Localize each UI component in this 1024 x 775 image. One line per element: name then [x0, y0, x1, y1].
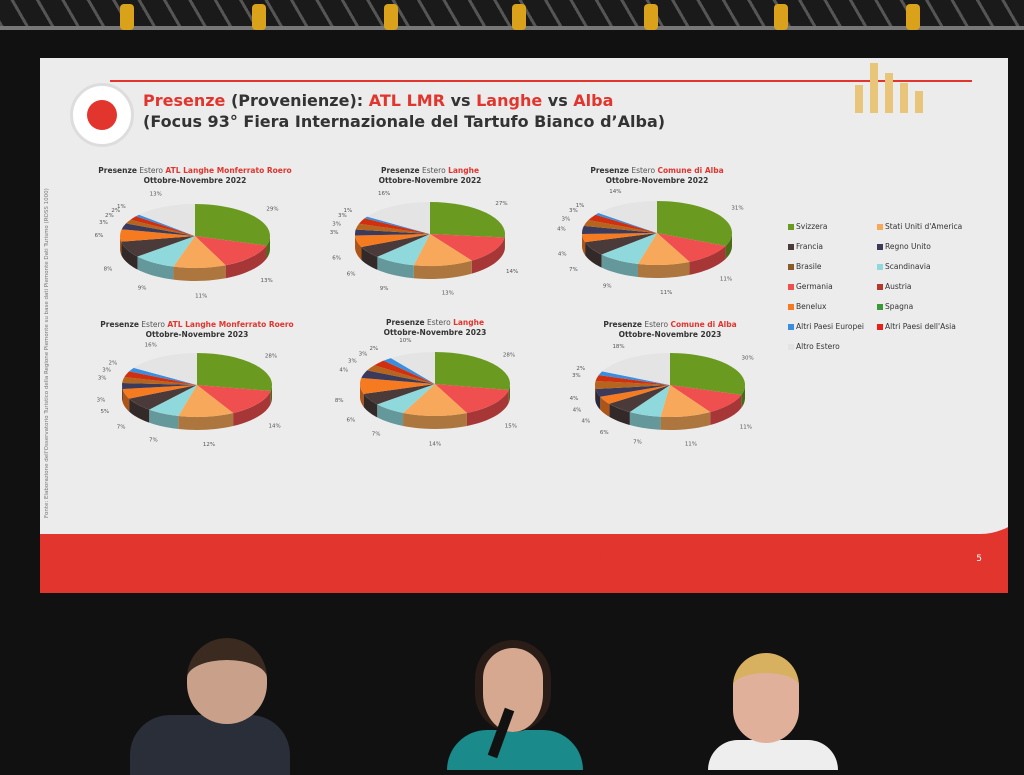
pie-data-label: 3% [102, 367, 111, 373]
pie-data-label: 9% [380, 286, 389, 292]
pie-slice [435, 352, 510, 390]
pie-data-label: 6% [347, 271, 356, 277]
pie-data-label: 27% [495, 201, 507, 207]
pie-data-label: 7% [633, 440, 642, 446]
pie-slice [430, 202, 505, 237]
pie-data-label: 16% [145, 342, 157, 348]
stage-light [906, 4, 920, 30]
pie-data-label: 13% [442, 291, 454, 297]
pie-data-label: 7% [149, 437, 158, 443]
pie-data-label: 4% [558, 251, 567, 257]
speaker-right-body [708, 740, 838, 770]
pie-data-label: 18% [612, 344, 624, 350]
stage-light [774, 4, 788, 30]
pie-data-label: 28% [503, 352, 515, 358]
pie-data-label: 14% [429, 441, 441, 447]
pie-data-label: 28% [265, 353, 277, 359]
pie-data-label: 6% [95, 233, 104, 239]
pie-data-label: 13% [150, 192, 162, 198]
projection-screen: Presenze (Provenienze): ATL LMR vs Langh… [40, 58, 1008, 593]
pie-data-label: 3% [330, 230, 339, 236]
pie-data-label: 14% [609, 189, 621, 195]
pie-data-label: 16% [378, 191, 390, 197]
pie-data-label: 3% [332, 221, 341, 227]
pie-data-label: 6% [347, 417, 356, 423]
pie-data-label: 9% [603, 284, 612, 290]
pie-data-label: 7% [372, 432, 381, 438]
pie-data-label: 4% [573, 408, 582, 414]
pie-charts: 29%13%11%9%8%6%3%2%2%1%13%27%14%13%9%6%6… [40, 58, 1008, 528]
pie-data-label: 3% [359, 351, 368, 357]
pie-data-label: 30% [742, 356, 754, 362]
pie-data-label: 2% [369, 346, 378, 352]
speaker-center-head [475, 640, 551, 732]
pie-data-label: 31% [731, 206, 743, 212]
pie-data-label: 13% [261, 278, 273, 284]
pie-data-label: 14% [269, 423, 281, 429]
page-number: 5 [976, 554, 982, 564]
pie-data-label: 11% [660, 290, 672, 296]
pie-data-label: 2% [105, 213, 114, 219]
pie-data-label: 29% [266, 207, 278, 213]
pie-data-label: 3% [97, 397, 106, 403]
pie-data-label: 9% [138, 286, 147, 292]
pie-data-label: 4% [570, 396, 579, 402]
stage-light [512, 4, 526, 30]
pie-data-label: 11% [195, 293, 207, 299]
stage-light [120, 4, 134, 30]
pie-data-label: 7% [569, 267, 578, 273]
stage-light [384, 4, 398, 30]
speaker-left-body [130, 715, 290, 775]
pie-data-label: 14% [506, 269, 518, 275]
speaker-left-head [187, 638, 267, 724]
pie-data-label: 3% [99, 220, 108, 226]
pie-data-label: 3% [572, 373, 581, 379]
pie-data-label: 15% [505, 423, 517, 429]
pie-data-label: 10% [399, 338, 411, 344]
pie-data-label: 1% [576, 203, 585, 209]
pie-data-label: 3% [98, 376, 107, 382]
pie-slice [197, 353, 272, 391]
pie-data-label: 8% [335, 398, 344, 404]
speaker-center-body [447, 730, 583, 770]
pie-data-label: 7% [117, 424, 126, 430]
pie-data-label: 4% [339, 368, 348, 374]
stage-light [644, 4, 658, 30]
stage-light [252, 4, 266, 30]
pie-data-label: 11% [685, 441, 697, 447]
pie-data-label: 1% [344, 208, 353, 214]
pie-data-label: 6% [600, 430, 609, 436]
pie-data-label: 4% [582, 418, 591, 424]
pie-data-label: 1% [117, 204, 126, 210]
pie-data-label: 3% [562, 216, 571, 222]
pie-data-label: 11% [720, 276, 732, 282]
pie-data-label: 8% [104, 267, 113, 273]
pie-data-label: 3% [348, 358, 357, 364]
pie-data-label: 2% [576, 366, 585, 372]
pie-data-label: 6% [332, 256, 341, 262]
pie-data-label: 5% [100, 409, 109, 415]
pie-data-label: 11% [740, 424, 752, 430]
pie-data-label: 2% [109, 361, 118, 367]
pie-data-label: 4% [557, 227, 566, 233]
pie-data-label: 12% [203, 442, 215, 448]
speaker-right-head [733, 653, 799, 743]
